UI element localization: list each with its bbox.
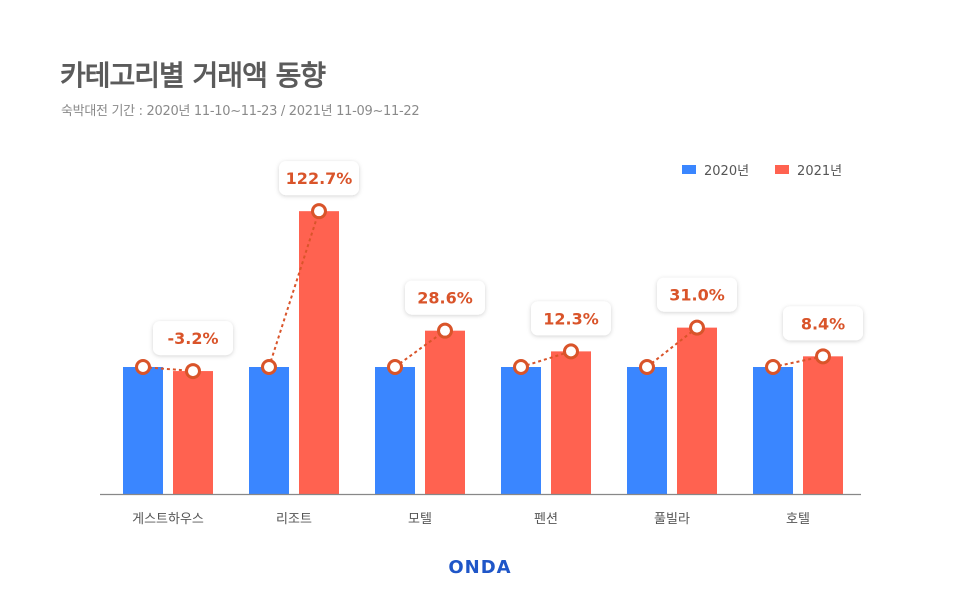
growth-connector-3 <box>520 350 572 368</box>
bar-2021-4 <box>677 327 717 494</box>
growth-label-4: 31.0% <box>669 286 725 305</box>
growth-callout-3: 12.3% <box>531 301 611 336</box>
category-label-4: 풀빌라 <box>654 512 690 527</box>
bar-2020-3 <box>501 367 541 494</box>
growth-connector-4 <box>646 326 698 368</box>
legend-item-2021: 2021년 <box>775 160 842 179</box>
bar-2020-2 <box>375 367 415 494</box>
bar-2020-1 <box>249 367 289 494</box>
marker-2021-3 <box>563 343 579 360</box>
bar-2021-2 <box>425 330 465 494</box>
legend-swatch-2021 <box>775 165 790 174</box>
growth-callout-1: 122.7% <box>279 161 359 196</box>
marker-2020-1 <box>261 359 277 375</box>
growth-label-3: 12.3% <box>543 309 599 328</box>
growth-connector-0 <box>142 366 194 373</box>
growth-label-2: 28.6% <box>417 289 473 308</box>
marker-2021-5 <box>815 348 831 365</box>
marker-2020-5 <box>765 359 781 375</box>
growth-callout-box-2 <box>405 280 485 315</box>
growth-callout-2: 28.6% <box>405 280 485 315</box>
growth-callout-box-0 <box>153 321 233 356</box>
growth-connector-2 <box>394 329 446 368</box>
growth-connector-5 <box>772 355 824 368</box>
category-label-1: 리조트 <box>276 512 312 527</box>
bar-2020-0 <box>123 367 163 494</box>
marker-2020-3 <box>513 359 529 375</box>
legend-swatch-2020 <box>682 165 696 174</box>
marker-2021-1 <box>311 203 327 220</box>
bar-2021-1 <box>299 211 339 494</box>
growth-callout-box-3 <box>531 301 611 336</box>
marker-2021-2 <box>437 322 453 339</box>
legend-label-2020: 2020년 <box>704 164 750 179</box>
growth-callout-4: 31.0% <box>657 277 737 312</box>
marker-2020-4 <box>639 359 655 375</box>
marker-2021-0 <box>185 363 201 380</box>
growth-label-5: 8.4% <box>801 314 845 333</box>
category-label-3: 펜션 <box>534 512 558 527</box>
bar-2020-4 <box>627 367 667 494</box>
growth-callout-box-4 <box>657 277 737 312</box>
growth-label-0: -3.2% <box>167 329 218 348</box>
legend-item-2020: 2020년 <box>682 160 749 179</box>
growth-label-1: 122.7% <box>286 169 353 188</box>
bar-2020-5 <box>753 367 793 494</box>
marker-2020-0 <box>135 359 151 375</box>
category-label-0: 게스트하우스 <box>132 512 204 527</box>
growth-callout-5: 8.4% <box>783 306 863 341</box>
category-label-2: 모텔 <box>408 512 432 527</box>
legend: 2020년 2021년 <box>682 160 868 179</box>
chart-subtitle: 숙박대전 기간 : 2020년 11-10~11-23 / 2021년 11-0… <box>61 104 420 119</box>
chart-title: 카테고리별 거래액 동향 <box>60 59 326 92</box>
marker-2021-4 <box>689 319 705 336</box>
growth-callout-box-1 <box>279 161 359 196</box>
bar-2021-3 <box>551 351 591 494</box>
bar-2021-0 <box>173 371 213 494</box>
growth-callout-box-5 <box>783 306 863 341</box>
onda-logo: ONDA <box>448 557 512 578</box>
marker-2020-2 <box>387 359 403 375</box>
growth-callout-0: -3.2% <box>153 321 233 356</box>
legend-label-2021: 2021년 <box>797 164 843 179</box>
category-label-5: 호텔 <box>786 512 810 527</box>
bar-2021-5 <box>803 356 843 494</box>
